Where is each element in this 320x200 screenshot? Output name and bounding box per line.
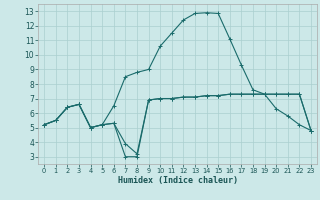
X-axis label: Humidex (Indice chaleur): Humidex (Indice chaleur) [118,176,238,185]
